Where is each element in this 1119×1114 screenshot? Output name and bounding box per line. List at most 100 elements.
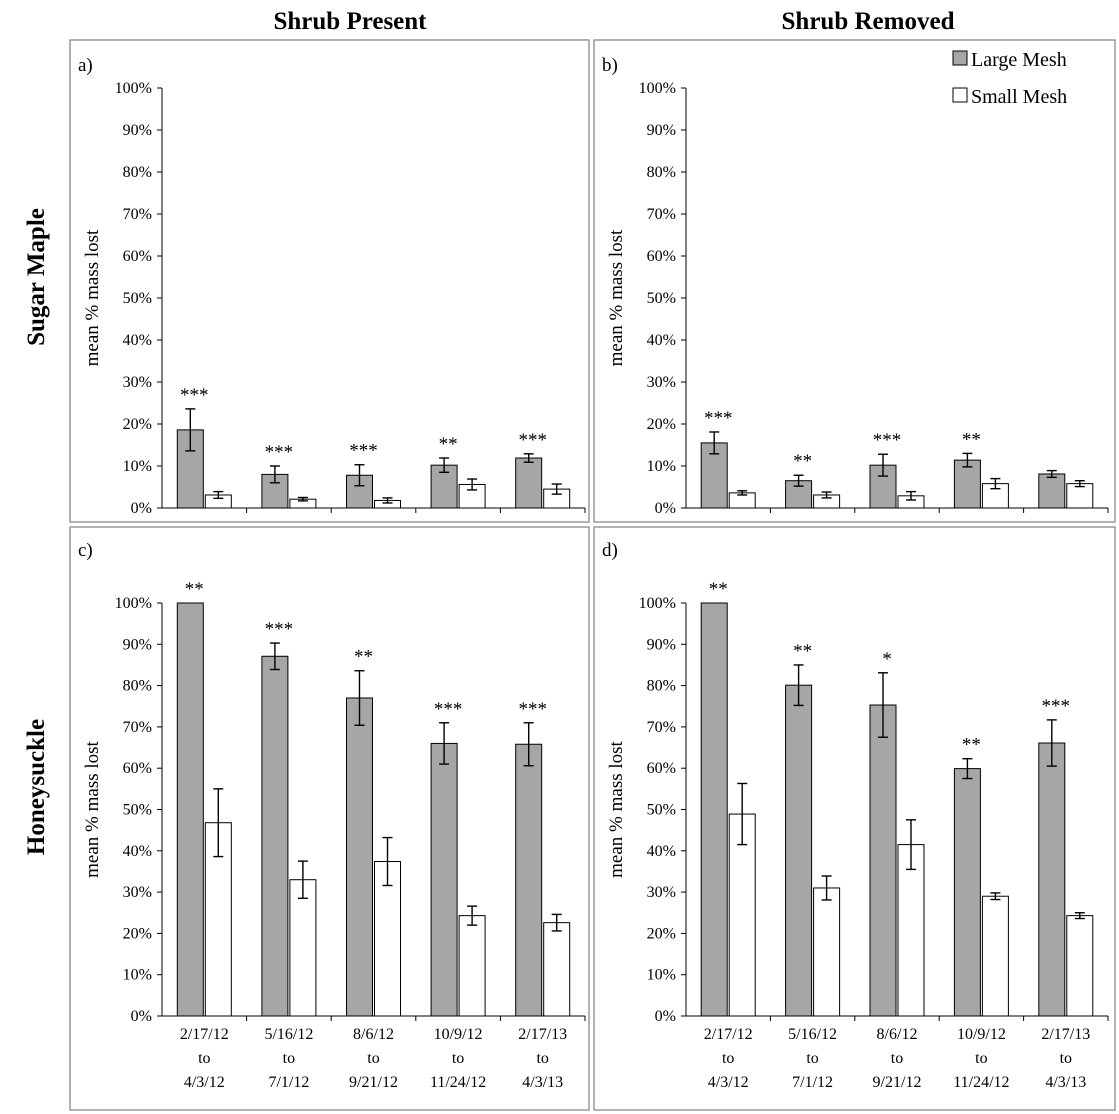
x-tick-label: to [1060,1050,1072,1067]
significance-label: *** [434,699,463,720]
panel-label-d: d) [602,540,618,561]
y-tick-label-a: 10% [123,458,152,475]
x-tick-label: 10/9/12 [434,1026,483,1043]
row-title-honeysuckle: Honeysuckle [23,719,50,855]
y-tick-label-a: 40% [123,332,152,349]
significance-label: ** [962,735,981,756]
y-axis-label-a: mean % mass lost [82,229,103,366]
x-tick-label: 9/21/12 [349,1074,398,1091]
significance-label: ** [185,579,204,600]
bar-small-mesh [897,844,925,1017]
bar-small-mesh [1066,483,1094,509]
y-tick-label-b: 20% [647,416,676,433]
y-tick-label-c: 90% [123,636,152,653]
significance-label: *** [704,408,733,429]
significance-label: *** [518,699,547,720]
x-tick-label: to [283,1050,295,1067]
panel-a-border [69,39,590,523]
bar-small-mesh [728,813,756,1017]
bar-large-mesh [261,655,289,1017]
x-tick-label: to [722,1050,734,1067]
panel-a: a) mean % mass lost 0% 10% 20% 30% 40% 50% 60% 70… [78,55,586,517]
y-tick-label-d: 70% [647,719,676,736]
y-tick-label-b: 80% [647,164,676,181]
y-tick-label-a: 80% [123,164,152,181]
y-tick-label-d: 50% [647,802,676,819]
panel-label-a: a) [78,55,93,76]
y-tick-label-a: 20% [123,416,152,433]
significance-label: *** [1042,696,1071,717]
y-tick-label-c: 40% [123,843,152,860]
bar-small-mesh [289,879,317,1017]
x-tick-label: 5/16/12 [264,1026,313,1043]
x-tick-label: 4/3/13 [522,1074,563,1091]
bar-large-mesh [346,697,373,1017]
bar-large-mesh [1038,742,1066,1017]
bar-large-mesh [953,459,981,509]
bar-large-mesh [176,602,204,1017]
x-tick-label: 2/17/12 [704,1026,753,1043]
y-tick-label-b: 60% [647,248,676,265]
panel-label-c: c) [78,540,93,561]
significance-label: *** [873,430,902,451]
significance-label: ** [709,579,728,600]
y-tick-label-c: 60% [123,760,152,777]
bar-large-mesh [515,457,543,509]
x-tick-label: to [891,1050,903,1067]
x-tick-label: 4/3/12 [708,1074,749,1091]
x-tick-label: to [198,1050,210,1067]
x-tick-label: 5/16/12 [788,1026,837,1043]
panel-label-b: b) [602,55,618,76]
y-tick-label-c: 100% [115,595,152,612]
y-tick-label-a: 60% [123,248,152,265]
panel-d-border [593,526,1116,1111]
y-tick-label-d: 30% [647,884,676,901]
x-tick-label: 2/17/12 [180,1026,229,1043]
x-tick-label: 7/1/12 [792,1074,833,1091]
y-tick-label-d: 10% [647,967,676,984]
y-tick-label-a: 50% [123,290,152,307]
significance-label: * [882,649,892,670]
y-axis-label-d: mean % mass lost [606,740,627,877]
panel-b: b) mean % mass lost 0% 10% 20% 30% 40% 50% 60% 70… [602,55,1109,517]
x-tick-label: 7/1/12 [268,1074,309,1091]
bar-large-mesh [953,768,981,1017]
y-tick-label-d: 60% [647,760,676,777]
bar-small-mesh [1066,915,1094,1017]
legend-label-large-mesh: Large Mesh [971,49,1067,71]
x-tick-label: to [806,1050,818,1067]
panel-b-border [593,39,1116,523]
x-tick-label: to [536,1050,548,1067]
y-axis-label-b: mean % mass lost [606,229,627,366]
legend-label-small-mesh: Small Mesh [971,86,1067,108]
x-tick-label: 11/24/12 [430,1074,486,1091]
panel-d: d) mean % mass lost 0% 10% 20% 30% 40% 50% 60% 70… [602,540,1109,1091]
y-tick-label-b: 70% [647,206,676,223]
y-tick-label-c: 0% [131,1008,152,1025]
bar-small-mesh [543,922,571,1017]
bar-small-mesh [981,895,1009,1017]
x-tick-label: to [452,1050,464,1067]
y-tick-label-b: 30% [647,374,676,391]
bar-small-mesh [813,887,841,1017]
bar-large-mesh [700,602,728,1017]
y-tick-label-c: 20% [123,925,152,942]
row-title-sugar-maple: Sugar Maple [23,208,50,346]
y-tick-label-b: 90% [647,122,676,139]
column-title-shrub-present: Shrub Present [273,8,427,35]
y-tick-label-d: 0% [655,1008,676,1025]
x-tick-label: 10/9/12 [957,1026,1006,1043]
y-tick-label-c: 30% [123,884,152,901]
y-tick-label-b: 50% [647,290,676,307]
significance-label: ** [439,434,458,455]
x-tick-label: 4/3/13 [1045,1074,1086,1091]
x-tick-label: 2/17/13 [518,1026,567,1043]
y-tick-label-c: 70% [123,719,152,736]
significance-label: *** [180,385,209,406]
panel-c: c) mean % mass lost 0% 10% 20% 30% 40% 50% 60% 70… [78,540,586,1091]
x-tick-label: 11/24/12 [953,1074,1009,1091]
y-tick-label-b: 40% [647,332,676,349]
y-tick-label-b: 10% [647,458,676,475]
y-tick-label-b: 0% [655,500,676,517]
